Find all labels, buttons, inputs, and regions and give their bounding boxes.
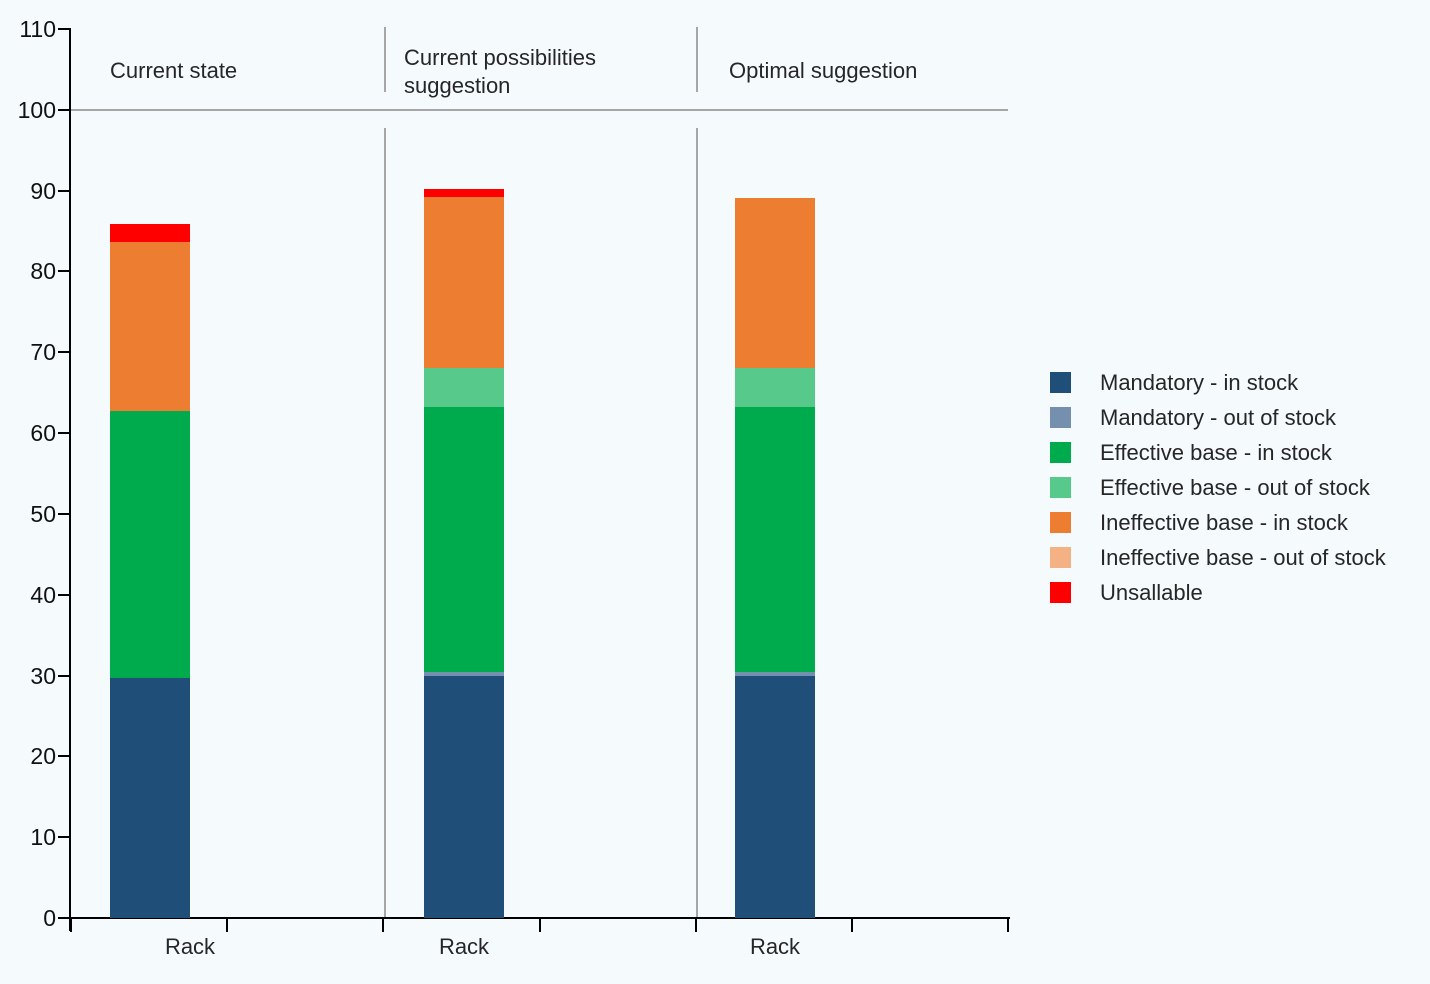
reference-line-100 (71, 109, 1008, 111)
bar-segment-effective_out (424, 367, 504, 408)
y-tick (58, 189, 71, 192)
legend-label: Unsallable (1100, 579, 1203, 605)
legend-label: Ineffective base - out of stock (1100, 544, 1386, 570)
legend-label: Ineffective base - in stock (1100, 509, 1348, 535)
panel-title-current-state: Current state (110, 58, 238, 83)
bar-segment-mandatory_out (735, 672, 815, 677)
y-tick (58, 108, 71, 111)
y-tick (58, 512, 71, 515)
y-tick-label: 100 (17, 96, 56, 123)
panel-title-optimal: Optimal suggestion (729, 58, 918, 83)
y-tick-label: 20 (30, 743, 56, 770)
legend-swatch-effective_in (1050, 442, 1071, 463)
x-category-label: Rack (749, 934, 801, 959)
legend-row-ineffective_out: Ineffective base - out of stock (1050, 545, 1420, 570)
y-tick (58, 432, 71, 435)
x-tick (382, 919, 385, 932)
bar-segment-mandatory_out (424, 672, 504, 677)
bar-segment-ineffective_in (735, 197, 815, 368)
y-tick (58, 917, 71, 919)
x-tick (694, 919, 697, 932)
panel-separator (384, 27, 386, 92)
panel-separator (384, 128, 386, 917)
bar-segment-mandatory_in (424, 676, 504, 918)
panel-separator (696, 27, 698, 92)
legend-label: Effective base - in stock (1100, 439, 1332, 465)
bar-segment-effective_out (735, 367, 815, 408)
y-tick-label: 70 (30, 339, 56, 366)
bar-segment-unsallable (424, 189, 504, 198)
panel-separator (696, 128, 698, 917)
legend-row-mandatory_in: Mandatory - in stock (1050, 370, 1420, 395)
y-tick-label: 30 (30, 662, 56, 689)
bar-segment-effective_in (110, 411, 190, 678)
legend-swatch-mandatory_in (1050, 372, 1071, 393)
x-category-label: Rack (164, 934, 216, 959)
x-category-label: Rack (438, 934, 490, 959)
bar-segment-mandatory_in (110, 677, 190, 918)
y-axis (69, 28, 71, 931)
bar-segment-effective_in (735, 407, 815, 673)
y-tick (58, 351, 71, 354)
x-tick (850, 919, 853, 932)
x-axis (69, 917, 1010, 919)
legend-swatch-mandatory_out (1050, 407, 1071, 428)
legend-row-mandatory_out: Mandatory - out of stock (1050, 405, 1420, 430)
y-tick-label: 60 (30, 420, 56, 447)
y-tick (58, 270, 71, 273)
panel-title-current-possibilities: Current possibilities suggestion (404, 45, 603, 98)
y-tick-label: 10 (30, 824, 56, 851)
legend-row-ineffective_in: Ineffective base - in stock (1050, 510, 1420, 535)
x-tick (70, 919, 72, 932)
bar-segment-mandatory_in (735, 676, 815, 918)
legend-row-effective_in: Effective base - in stock (1050, 440, 1420, 465)
legend-swatch-effective_out (1050, 477, 1071, 498)
y-tick-label: 50 (30, 500, 56, 527)
x-tick (1007, 919, 1009, 932)
y-tick (58, 755, 71, 758)
y-tick-label: 110 (19, 16, 56, 42)
y-tick-label: 0 (43, 905, 56, 931)
bar-segment-ineffective_in (424, 197, 504, 368)
legend-swatch-ineffective_in (1050, 512, 1071, 533)
bar-segment-effective_in (424, 407, 504, 673)
bar-segment-unsallable (110, 223, 190, 242)
legend-label: Effective base - out of stock (1100, 474, 1370, 500)
legend-row-unsallable: Unsallable (1050, 580, 1420, 605)
bar-segment-ineffective_in (110, 241, 190, 412)
y-tick-label: 90 (30, 177, 56, 204)
x-tick (538, 919, 541, 932)
y-tick-label: 40 (30, 581, 56, 608)
chart-legend: Mandatory - in stock Mandatory - out of s… (1050, 370, 1420, 615)
legend-label: Mandatory - in stock (1100, 369, 1299, 395)
y-tick (58, 593, 71, 596)
y-tick-label: 80 (30, 258, 56, 285)
legend-swatch-unsallable (1050, 582, 1071, 603)
y-tick (58, 836, 71, 839)
y-tick (58, 28, 71, 30)
legend-row-effective_out: Effective base - out of stock (1050, 475, 1420, 500)
x-tick (226, 919, 229, 932)
legend-label: Mandatory - out of stock (1100, 404, 1336, 430)
legend-swatch-ineffective_out (1050, 547, 1071, 568)
y-tick (58, 674, 71, 677)
